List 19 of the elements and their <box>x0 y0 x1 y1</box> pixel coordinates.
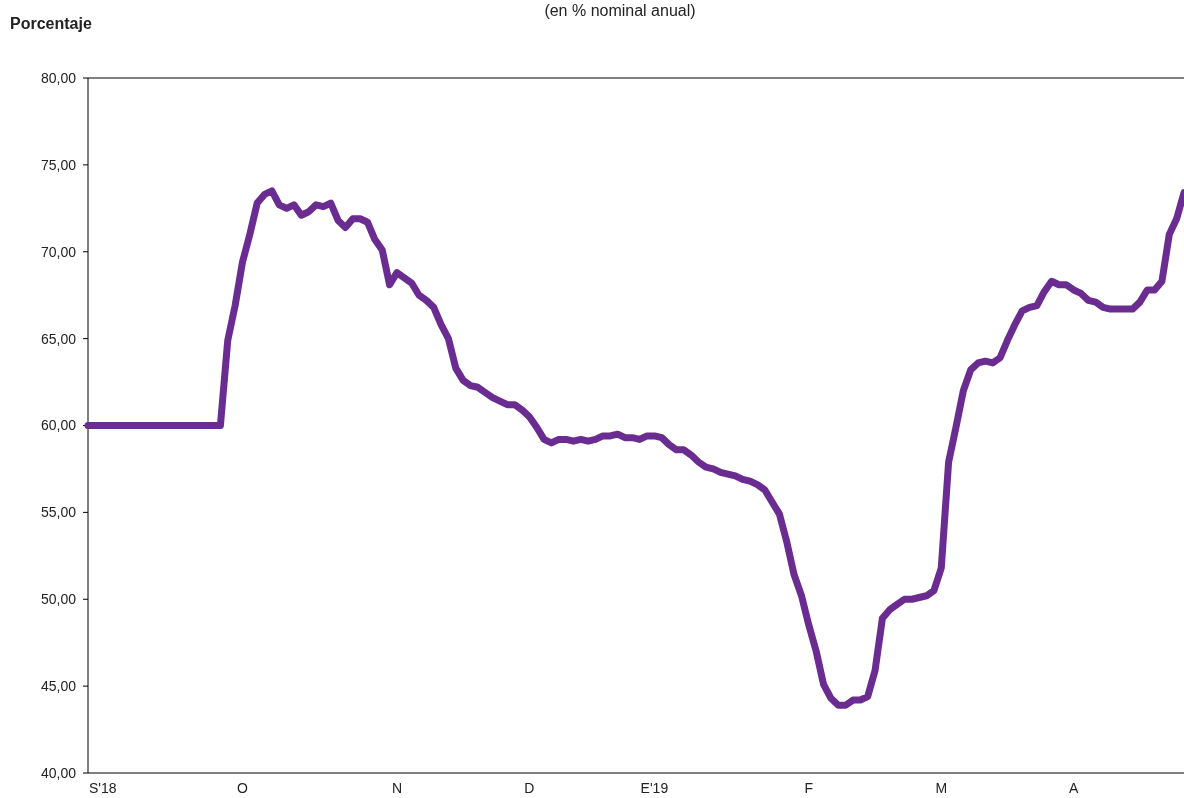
y-axis-title: Porcentaje <box>10 15 92 32</box>
x-tick-label: N <box>391 780 402 796</box>
y-tick-label: 80,00 <box>40 69 77 86</box>
x-tick-label: A <box>1068 780 1079 796</box>
y-tick-label: 55,00 <box>40 504 77 521</box>
y-tick-label: 65,00 <box>40 330 77 347</box>
x-tick-label: F <box>804 780 814 796</box>
x-tick-label: D <box>524 780 535 796</box>
y-tick-label: 75,00 <box>40 156 77 173</box>
y-tick-label: 70,00 <box>40 243 77 260</box>
x-tick-label: E'19 <box>640 780 669 796</box>
y-tick-label: 45,00 <box>40 678 77 695</box>
y-tick-label: 60,00 <box>40 417 77 434</box>
x-tick-label: S'18 <box>88 780 117 796</box>
chart-title: (en % nominal anual) <box>544 2 696 19</box>
x-tick-label: O <box>237 780 249 796</box>
y-tick-label: 50,00 <box>40 591 77 608</box>
x-tick-label: M <box>935 780 948 796</box>
y-tick-label: 40,00 <box>40 764 77 781</box>
